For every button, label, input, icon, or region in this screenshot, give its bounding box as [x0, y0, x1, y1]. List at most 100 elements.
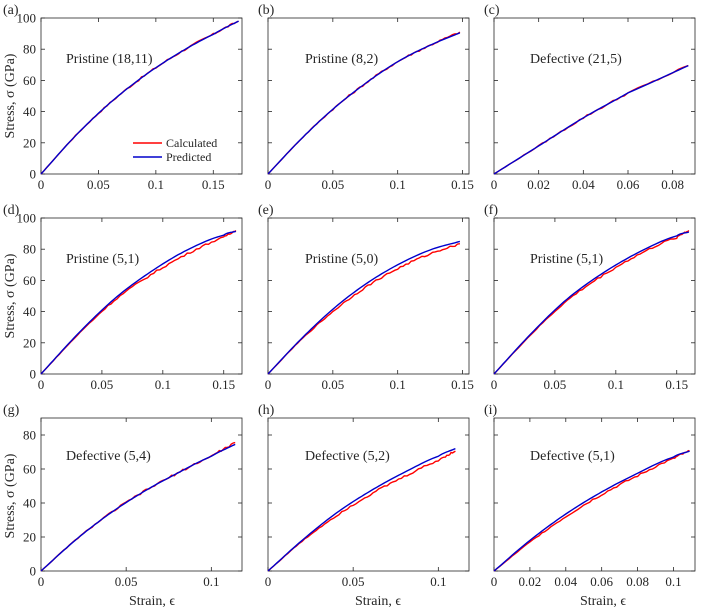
- y-axis-title-row-3: Stress, σ (GPa): [3, 453, 18, 538]
- panel-b: 0 0.05 0.1 0.15 (b) Pristine (8,2): [258, 3, 474, 192]
- plot-frame: [267, 217, 470, 375]
- panel-a: 0 0.05 0.1 0.15 0 20 40 60 80 100(a) Pristine (18,…: [3, 3, 243, 192]
- panel-e: 0 0.05 0.1 0.15 (e) Pristine (5,0): [258, 203, 474, 392]
- x-axis-title-col-1: Strain, ϵ: [129, 594, 175, 609]
- panel-annotation: Defective (5,4): [66, 449, 151, 464]
- y-tick-label: 100: [17, 211, 37, 226]
- panel-letter: (i): [484, 403, 498, 418]
- x-tick-label: 0: [491, 377, 498, 392]
- legend-predicted-label: Predicted: [166, 150, 211, 164]
- x-tick-label: 0.05: [91, 377, 114, 392]
- y-tick-label: 100: [17, 11, 37, 26]
- x-tick-label: 0.05: [342, 574, 365, 589]
- panel-letter: (e): [258, 203, 274, 218]
- panel-annotation: Pristine (5,0): [305, 252, 378, 267]
- panel-annotation: Defective (21,5): [530, 52, 622, 67]
- x-tick-label: 0.06: [590, 574, 613, 589]
- x-tick-label: 0.15: [451, 177, 474, 192]
- plot-frame: [493, 417, 696, 572]
- plot-frame: [267, 417, 470, 572]
- panel-letter: (d): [3, 203, 20, 218]
- series-line-predicted: [267, 32, 461, 175]
- x-tick-label: 0.1: [390, 177, 406, 192]
- x-tick-label: 0.05: [544, 377, 567, 392]
- panel-annotation: Pristine (8,2): [305, 52, 378, 67]
- panel-annotation: Pristine (5,1): [530, 252, 603, 267]
- panel-g: 0 0.05 0.1 0 20 40 60 80(g) Defective (5,4): [3, 403, 243, 589]
- series-line-predicted: [267, 447, 456, 572]
- panel-annotation: Defective (5,2): [305, 449, 390, 464]
- y-tick-label: 60: [23, 462, 36, 477]
- y-axis-title-row-1: Stress, σ (GPa): [3, 53, 18, 138]
- series-line-calculated: [267, 450, 456, 572]
- x-tick-label: 0.1: [430, 574, 446, 589]
- plot-frame: [40, 417, 243, 572]
- panel-c: 0 0.02 0.04 0.06 0.08 (c) Defective (21,5): [484, 3, 696, 192]
- panel-annotation: Defective (5,1): [530, 449, 615, 464]
- y-tick-label: 0: [30, 167, 37, 182]
- x-tick-label: 0: [491, 574, 498, 589]
- x-axis-title-col-2: Strain, ϵ: [355, 594, 401, 609]
- x-tick-label: 0.1: [155, 377, 171, 392]
- x-tick-label: 0.05: [87, 177, 110, 192]
- x-tick-label: 0.08: [626, 574, 649, 589]
- x-tick-label: 0.1: [390, 377, 406, 392]
- series-line-calculated: [493, 449, 690, 572]
- panel-h: 0 0.05 0.1 (h) Defective (5,2): [258, 403, 470, 589]
- y-tick-label: 20: [23, 530, 36, 545]
- x-tick-label: 0.02: [527, 177, 550, 192]
- x-tick-label: 0.04: [572, 177, 595, 192]
- x-tick-label: 0.05: [321, 377, 344, 392]
- series-line-predicted: [493, 64, 689, 175]
- x-tick-label: 0: [38, 377, 45, 392]
- x-tick-label: 0.1: [148, 177, 164, 192]
- panel-letter: (c): [484, 3, 500, 18]
- panel-letter: (b): [258, 3, 275, 18]
- x-tick-label: 0: [265, 177, 272, 192]
- x-tick-label: 0.06: [617, 177, 640, 192]
- series-line-predicted: [493, 231, 690, 375]
- y-axis-title-row-2: Stress, σ (GPa): [3, 253, 18, 338]
- series-line-predicted: [40, 20, 239, 175]
- y-tick-label: 40: [23, 104, 36, 119]
- y-tick-label: 0: [30, 367, 37, 382]
- panel-annotation: Pristine (18,11): [66, 52, 153, 67]
- x-tick-label: 0: [38, 177, 45, 192]
- y-tick-label: 20: [23, 135, 36, 150]
- legend: Calculated Predicted: [133, 136, 217, 164]
- y-tick-label: 60: [23, 273, 36, 288]
- panel-letter: (a): [3, 3, 19, 18]
- series-line-predicted: [267, 240, 461, 375]
- x-axis-title-col-3: Strain, ϵ: [580, 594, 626, 609]
- plot-frame: [493, 17, 696, 175]
- panel-letter: (f): [484, 203, 498, 218]
- series-line-predicted: [40, 230, 237, 375]
- panel-letter: (h): [258, 403, 275, 418]
- panel-d: 0 0.05 0.1 0.15 0 20 40 60 80 100(d) Pristine (5,1…: [3, 203, 243, 392]
- x-tick-label: 0.15: [202, 177, 225, 192]
- y-tick-label: 80: [23, 428, 36, 443]
- plot-frame: [40, 217, 243, 375]
- plot-frame: [40, 17, 243, 175]
- y-tick-label: 80: [23, 42, 36, 57]
- x-tick-label: 0.15: [451, 377, 474, 392]
- plot-frame: [493, 217, 696, 375]
- x-tick-label: 0.1: [665, 574, 681, 589]
- x-tick-label: 0.15: [665, 377, 688, 392]
- x-tick-label: 0.15: [212, 377, 235, 392]
- panel-annotation: Pristine (5,1): [66, 252, 139, 267]
- legend-calculated-label: Calculated: [166, 136, 217, 150]
- x-tick-label: 0.05: [115, 574, 138, 589]
- x-tick-label: 0.1: [203, 574, 219, 589]
- x-tick-label: 0.1: [608, 377, 624, 392]
- panel-letter: (g): [3, 403, 20, 418]
- panel-f: 0 0.05 0.1 0.15 (f) Pristine (5,1): [484, 203, 696, 392]
- panel-i: 0 0.02 0.04 0.06 0.08 0.1 (i) Defective (5,1): [484, 403, 696, 589]
- y-tick-label: 0: [30, 564, 37, 579]
- y-tick-label: 20: [23, 335, 36, 350]
- x-tick-label: 0.05: [321, 177, 344, 192]
- y-tick-label: 40: [23, 304, 36, 319]
- x-tick-label: 0: [265, 574, 272, 589]
